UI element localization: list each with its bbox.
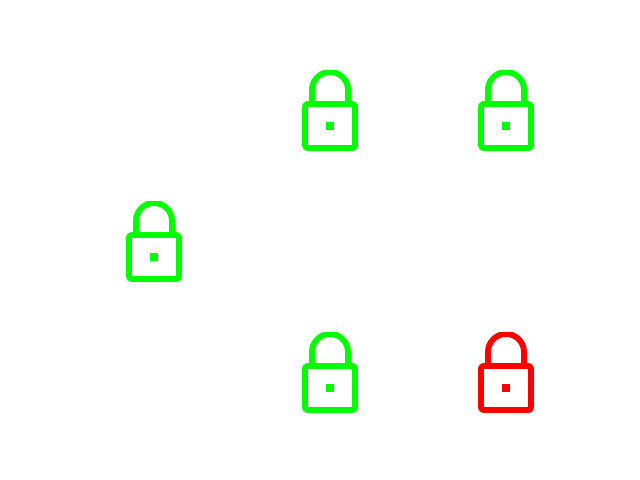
lock-body [478,101,534,151]
lock-shackle [309,70,351,104]
lock-keyhole [150,253,158,261]
lock-icon-3[interactable] [124,201,184,285]
lock-keyhole [326,122,334,130]
lock-icon-graphic [478,332,534,413]
lock-icon-graphic [302,70,358,151]
lock-keyhole [326,384,334,392]
lock-body [478,363,534,413]
lock-icon-graphic [302,332,358,413]
lock-icon-graphic [478,70,534,151]
lock-shackle [133,201,175,235]
lock-body [302,363,358,413]
lock-body [126,232,182,282]
lock-icon-2[interactable] [476,70,536,154]
lock-icon-5[interactable] [476,332,536,416]
lock-icon-1[interactable] [300,70,360,154]
lock-keyhole [502,384,510,392]
lock-shackle [485,332,527,366]
lock-icon-4[interactable] [300,332,360,416]
lock-shackle [309,332,351,366]
lock-body [302,101,358,151]
lock-keyhole [502,122,510,130]
lock-icon-graphic [126,201,182,282]
lock-shackle [485,70,527,104]
